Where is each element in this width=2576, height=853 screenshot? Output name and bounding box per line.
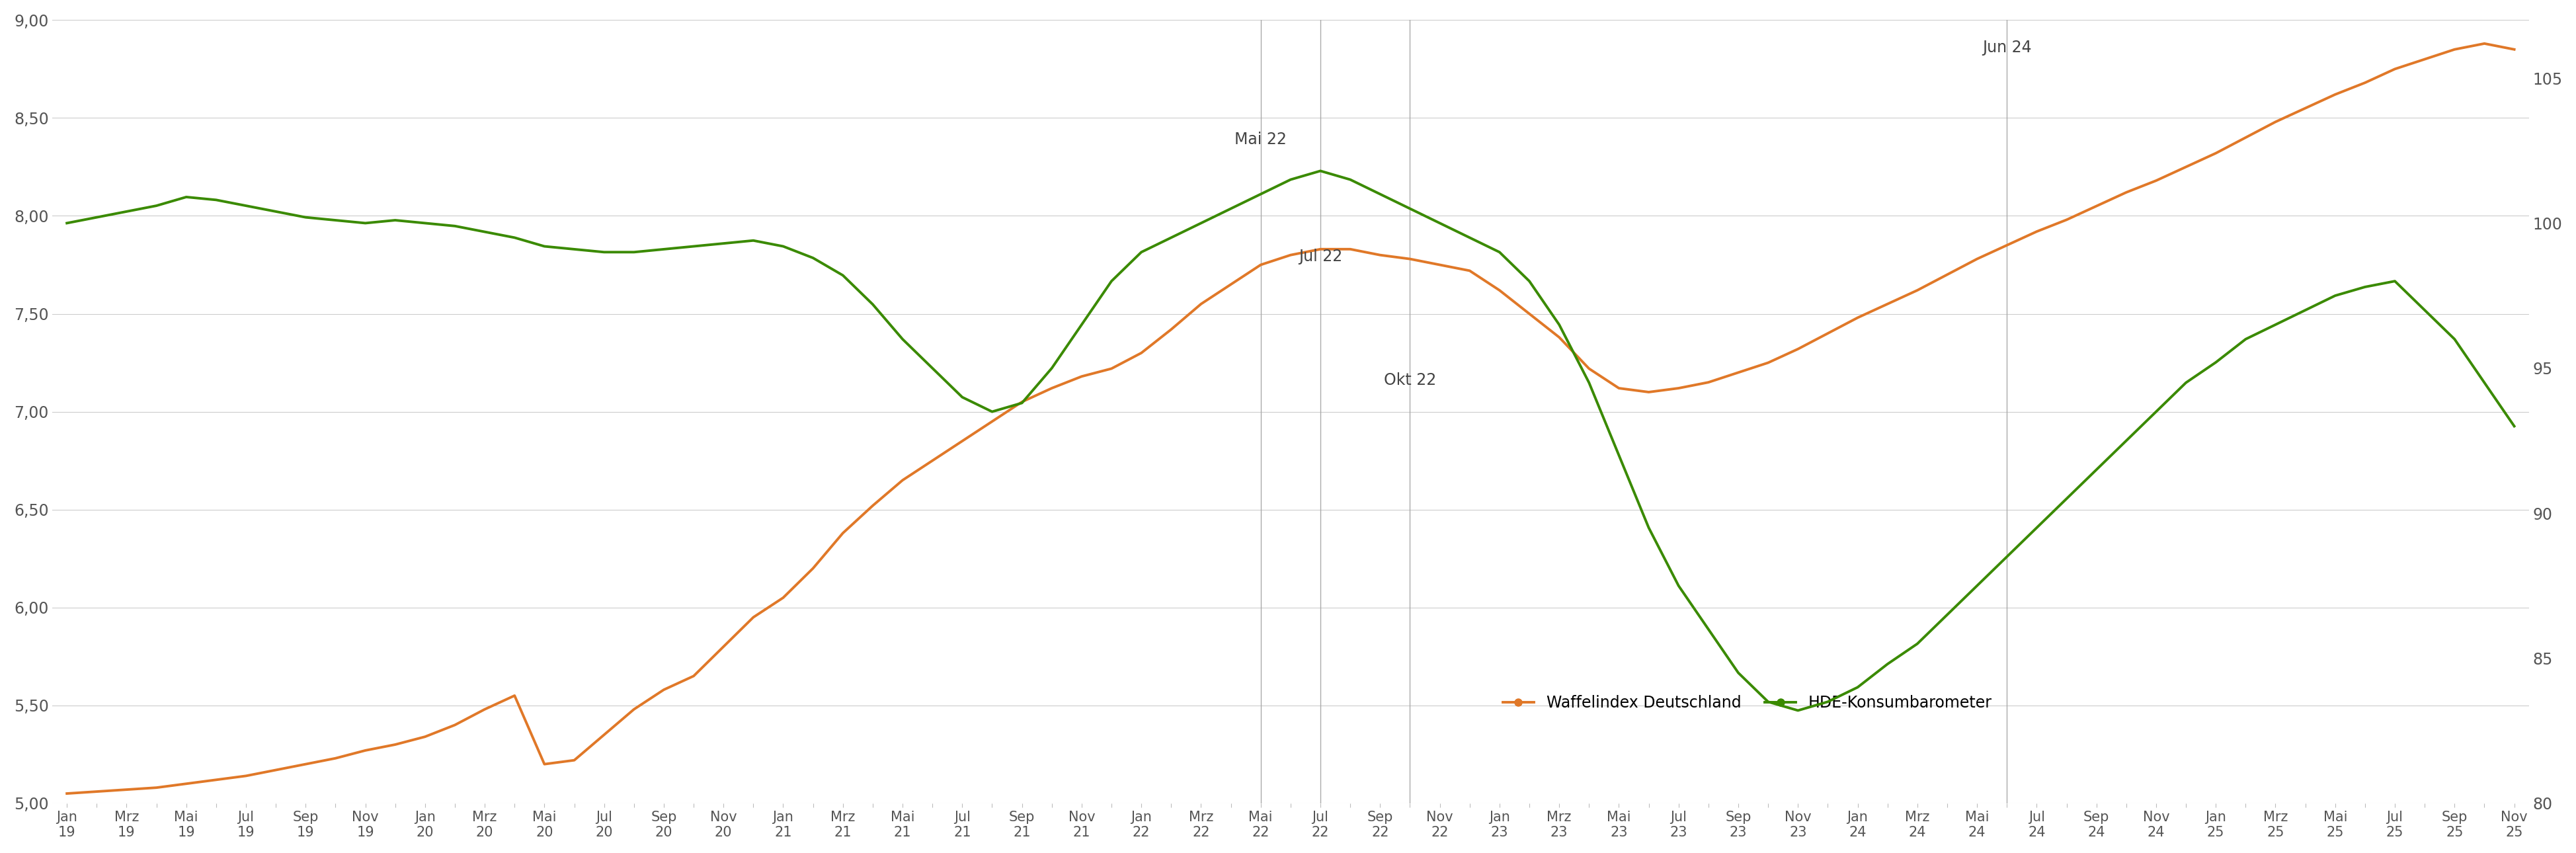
Text: Jun 24: Jun 24 bbox=[1981, 39, 2032, 55]
Text: Jul 22: Jul 22 bbox=[1298, 249, 1342, 264]
Text: Okt 22: Okt 22 bbox=[1383, 372, 1437, 388]
Legend: Waffelindex Deutschland, HDE-Konsumbarometer: Waffelindex Deutschland, HDE-Konsumbarom… bbox=[1497, 689, 1999, 717]
Text: Mai 22: Mai 22 bbox=[1234, 131, 1288, 148]
